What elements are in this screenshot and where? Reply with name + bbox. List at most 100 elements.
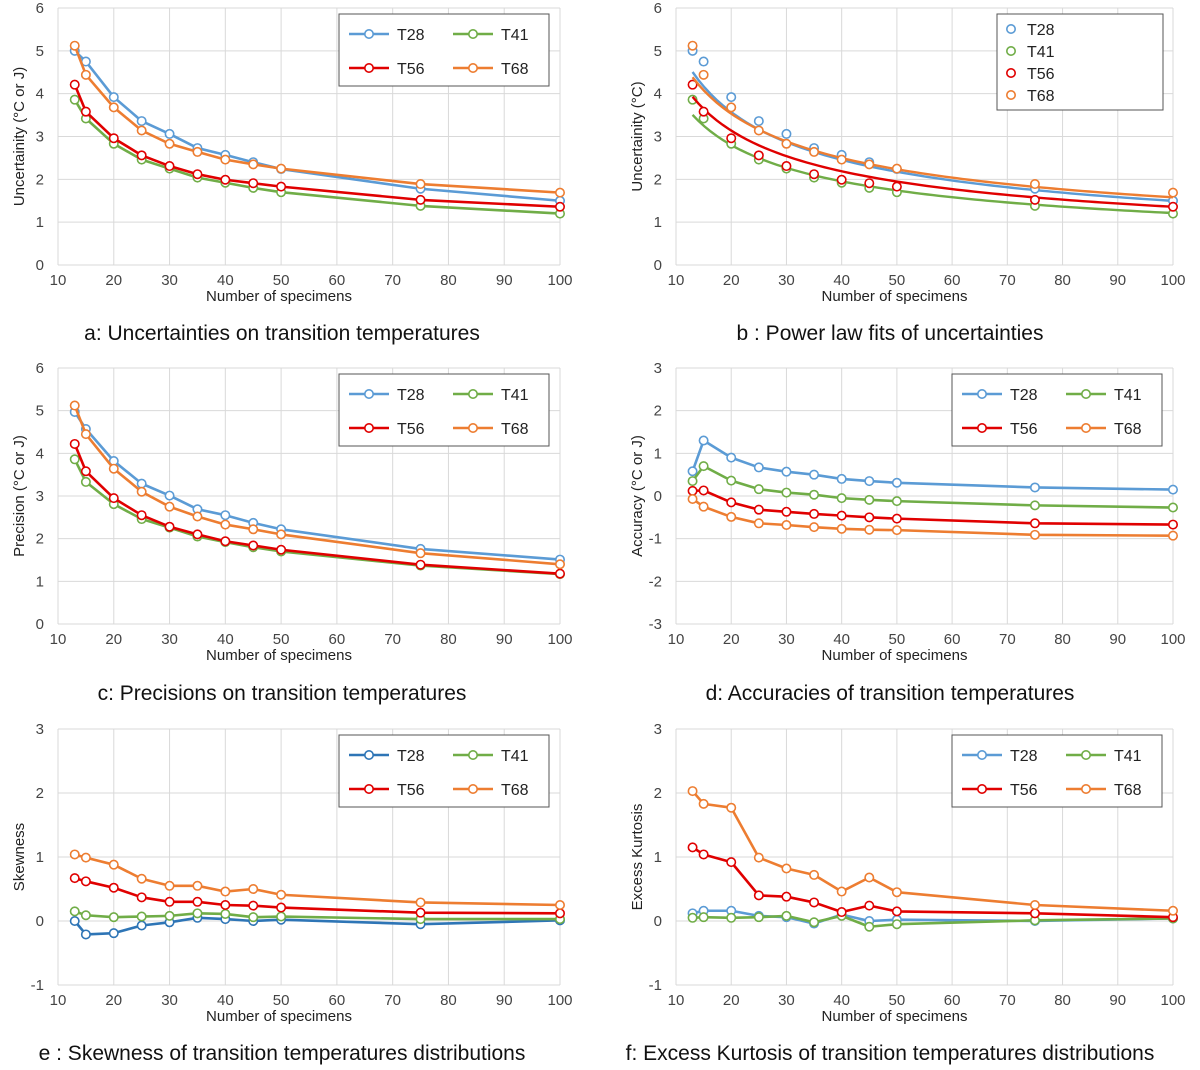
x-tick-label: 50 (273, 631, 290, 648)
y-tick-label: 6 (36, 0, 44, 17)
y-tick-label: 1 (36, 214, 44, 231)
series-T56 (69, 873, 565, 919)
data-point-T28 (753, 116, 764, 127)
data-point-T56 (836, 174, 847, 185)
legend-label-T56: T56 (397, 782, 425, 799)
data-point-T56 (136, 150, 147, 161)
data-point-T68 (108, 859, 119, 870)
data-point-T68 (809, 869, 820, 880)
chart-panel-c: 10 20 30 40 50 60 70 80 90 100 0 1 2 3 4 5 6 Number of sp… (11, 360, 573, 705)
x-tick-label: 100 (1160, 272, 1185, 289)
y-tick-label: 0 (654, 488, 662, 505)
data-point-T56 (687, 485, 698, 496)
data-point-T56 (276, 544, 287, 555)
legend-label-T28: T28 (1010, 387, 1038, 404)
x-tick-label: 40 (217, 631, 234, 648)
legend: T28 T41 T56 T68 (338, 13, 550, 87)
data-point-T56 (554, 908, 565, 919)
y-tick-label: 1 (654, 849, 662, 866)
y-tick-label: 5 (36, 403, 44, 420)
data-point-T56 (108, 882, 119, 893)
data-point-T41 (781, 487, 792, 498)
y-tick-label: 0 (654, 257, 662, 274)
data-point-T68 (864, 872, 875, 883)
x-tick-label: 100 (547, 272, 572, 289)
data-point-T68 (1029, 899, 1040, 910)
data-point-T68 (687, 786, 698, 797)
data-point-T56 (80, 106, 91, 117)
legend-marker-T68 (1081, 783, 1092, 794)
legend-label-T68: T68 (1114, 421, 1142, 438)
data-point-T56 (864, 900, 875, 911)
data-point-T56 (220, 536, 231, 547)
data-point-T56 (864, 178, 875, 189)
y-tick-label: -2 (649, 573, 662, 590)
legend-label-T56: T56 (1010, 782, 1038, 799)
data-point-T68 (809, 522, 820, 533)
data-point-T68 (836, 154, 847, 165)
x-tick-label: 40 (217, 272, 234, 289)
data-point-T56 (164, 896, 175, 907)
x-tick-label: 40 (833, 272, 850, 289)
data-point-T56 (753, 890, 764, 901)
series-T56 (687, 842, 1179, 923)
legend-label-T56: T56 (397, 421, 425, 438)
series-line-T28 (691, 439, 1174, 491)
chart-caption: e : Skewness of transition temperatures … (39, 1042, 526, 1065)
data-point-T28 (136, 920, 147, 931)
series-T28 (687, 435, 1179, 495)
data-point-T68 (164, 880, 175, 891)
data-point-T68 (891, 163, 902, 174)
data-point-T56 (69, 79, 80, 90)
y-axis-title: Precision (°C or J) (11, 435, 28, 557)
x-tick-label: 30 (778, 631, 795, 648)
x-axis-title: Number of specimens (206, 288, 352, 305)
data-point-T41 (891, 496, 902, 507)
data-point-T68 (836, 523, 847, 534)
fit-curve-T68 (691, 76, 1174, 199)
data-point-T68 (164, 138, 175, 149)
legend-box (951, 373, 1163, 447)
data-point-T68 (220, 519, 231, 530)
y-tick-label: 0 (36, 913, 44, 930)
y-tick-label: 2 (654, 403, 662, 420)
data-point-T41 (836, 493, 847, 504)
legend-label-T68: T68 (1114, 782, 1142, 799)
fit-curve-T41 (691, 114, 1174, 215)
legend-marker-T41 (1081, 749, 1092, 760)
data-point-T68 (891, 525, 902, 536)
series-T41 (687, 461, 1179, 513)
x-tick-label: 80 (1054, 992, 1071, 1009)
data-point-T41 (69, 454, 80, 465)
data-point-T41 (698, 912, 709, 923)
x-tick-label: 20 (723, 631, 740, 648)
series-T68 (69, 400, 565, 570)
x-tick-label: 70 (384, 631, 401, 648)
x-tick-label: 80 (1054, 272, 1071, 289)
data-point-T68 (136, 873, 147, 884)
x-tick-label: 60 (329, 631, 346, 648)
data-point-T41 (1168, 502, 1179, 513)
legend-marker-T28 (976, 388, 987, 399)
y-tick-label: 3 (654, 129, 662, 146)
data-point-T68 (687, 40, 698, 51)
chart-panel-f: 10 20 30 40 50 60 70 80 90 100 -1 0 1 2 3 Number of spe… (626, 721, 1186, 1065)
data-point-T56 (80, 466, 91, 477)
legend-label-T41: T41 (1114, 387, 1142, 404)
x-tick-label: 60 (944, 272, 961, 289)
x-tick-label: 20 (105, 272, 122, 289)
x-tick-label: 50 (889, 992, 906, 1009)
data-point-T56 (891, 181, 902, 192)
chart-panel-b: 10 20 30 40 50 60 70 80 90 100 0 1 2 3 4 5 6 Number of sp… (629, 0, 1186, 345)
data-point-T28 (781, 466, 792, 477)
y-tick-label: 1 (654, 445, 662, 462)
legend: T28 T41 T56 T68 (338, 734, 550, 808)
data-point-T68 (836, 886, 847, 897)
y-tick-label: 4 (36, 445, 44, 462)
data-point-T68 (753, 125, 764, 136)
legend: T28 T41 T56 T68 (338, 373, 550, 447)
legend-marker-T41 (1081, 388, 1092, 399)
data-point-T28 (781, 128, 792, 139)
data-point-T56 (69, 873, 80, 884)
data-point-T68 (108, 463, 119, 474)
